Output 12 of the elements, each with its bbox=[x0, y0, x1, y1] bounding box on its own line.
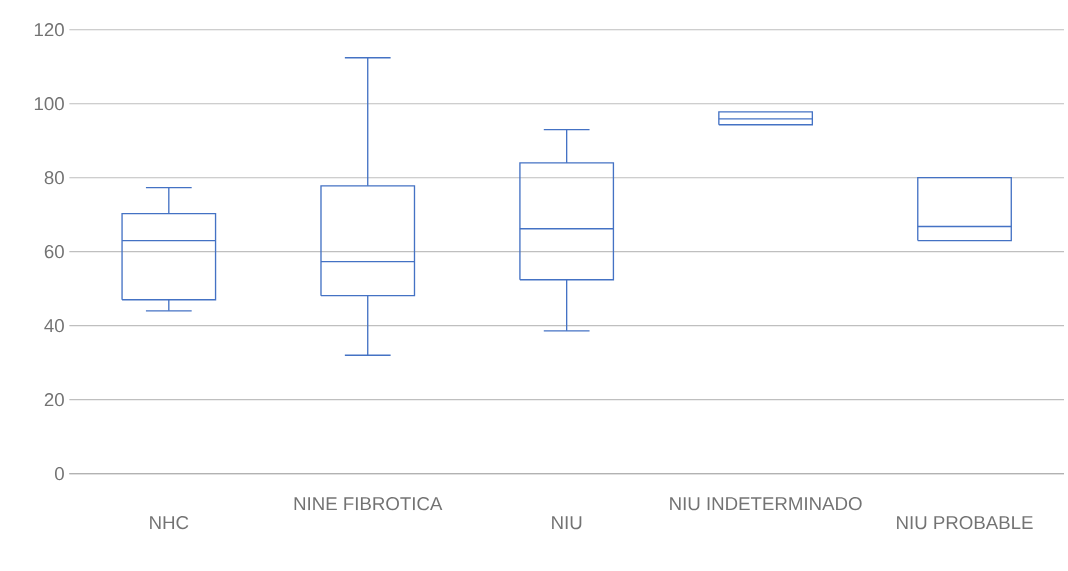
y-tick-label: 20 bbox=[44, 393, 64, 407]
y-tick-label: 100 bbox=[34, 97, 64, 111]
y-tick-label: 120 bbox=[34, 23, 64, 37]
x-tick-label: NHC bbox=[150, 515, 189, 530]
x-tick-label: NIU INDETERMINADO bbox=[670, 497, 862, 511]
x-tick-label: NIU bbox=[552, 516, 582, 530]
y-tick-label: 60 bbox=[44, 245, 64, 259]
y-tick-label: 40 bbox=[44, 319, 64, 333]
y-tick-label: 0 bbox=[54, 467, 64, 481]
y-tick-label: 80 bbox=[44, 171, 64, 185]
x-tick-label: NINE FIBROTICA bbox=[294, 497, 443, 511]
x-tick-label: NIU PROBABLE bbox=[897, 515, 1033, 530]
